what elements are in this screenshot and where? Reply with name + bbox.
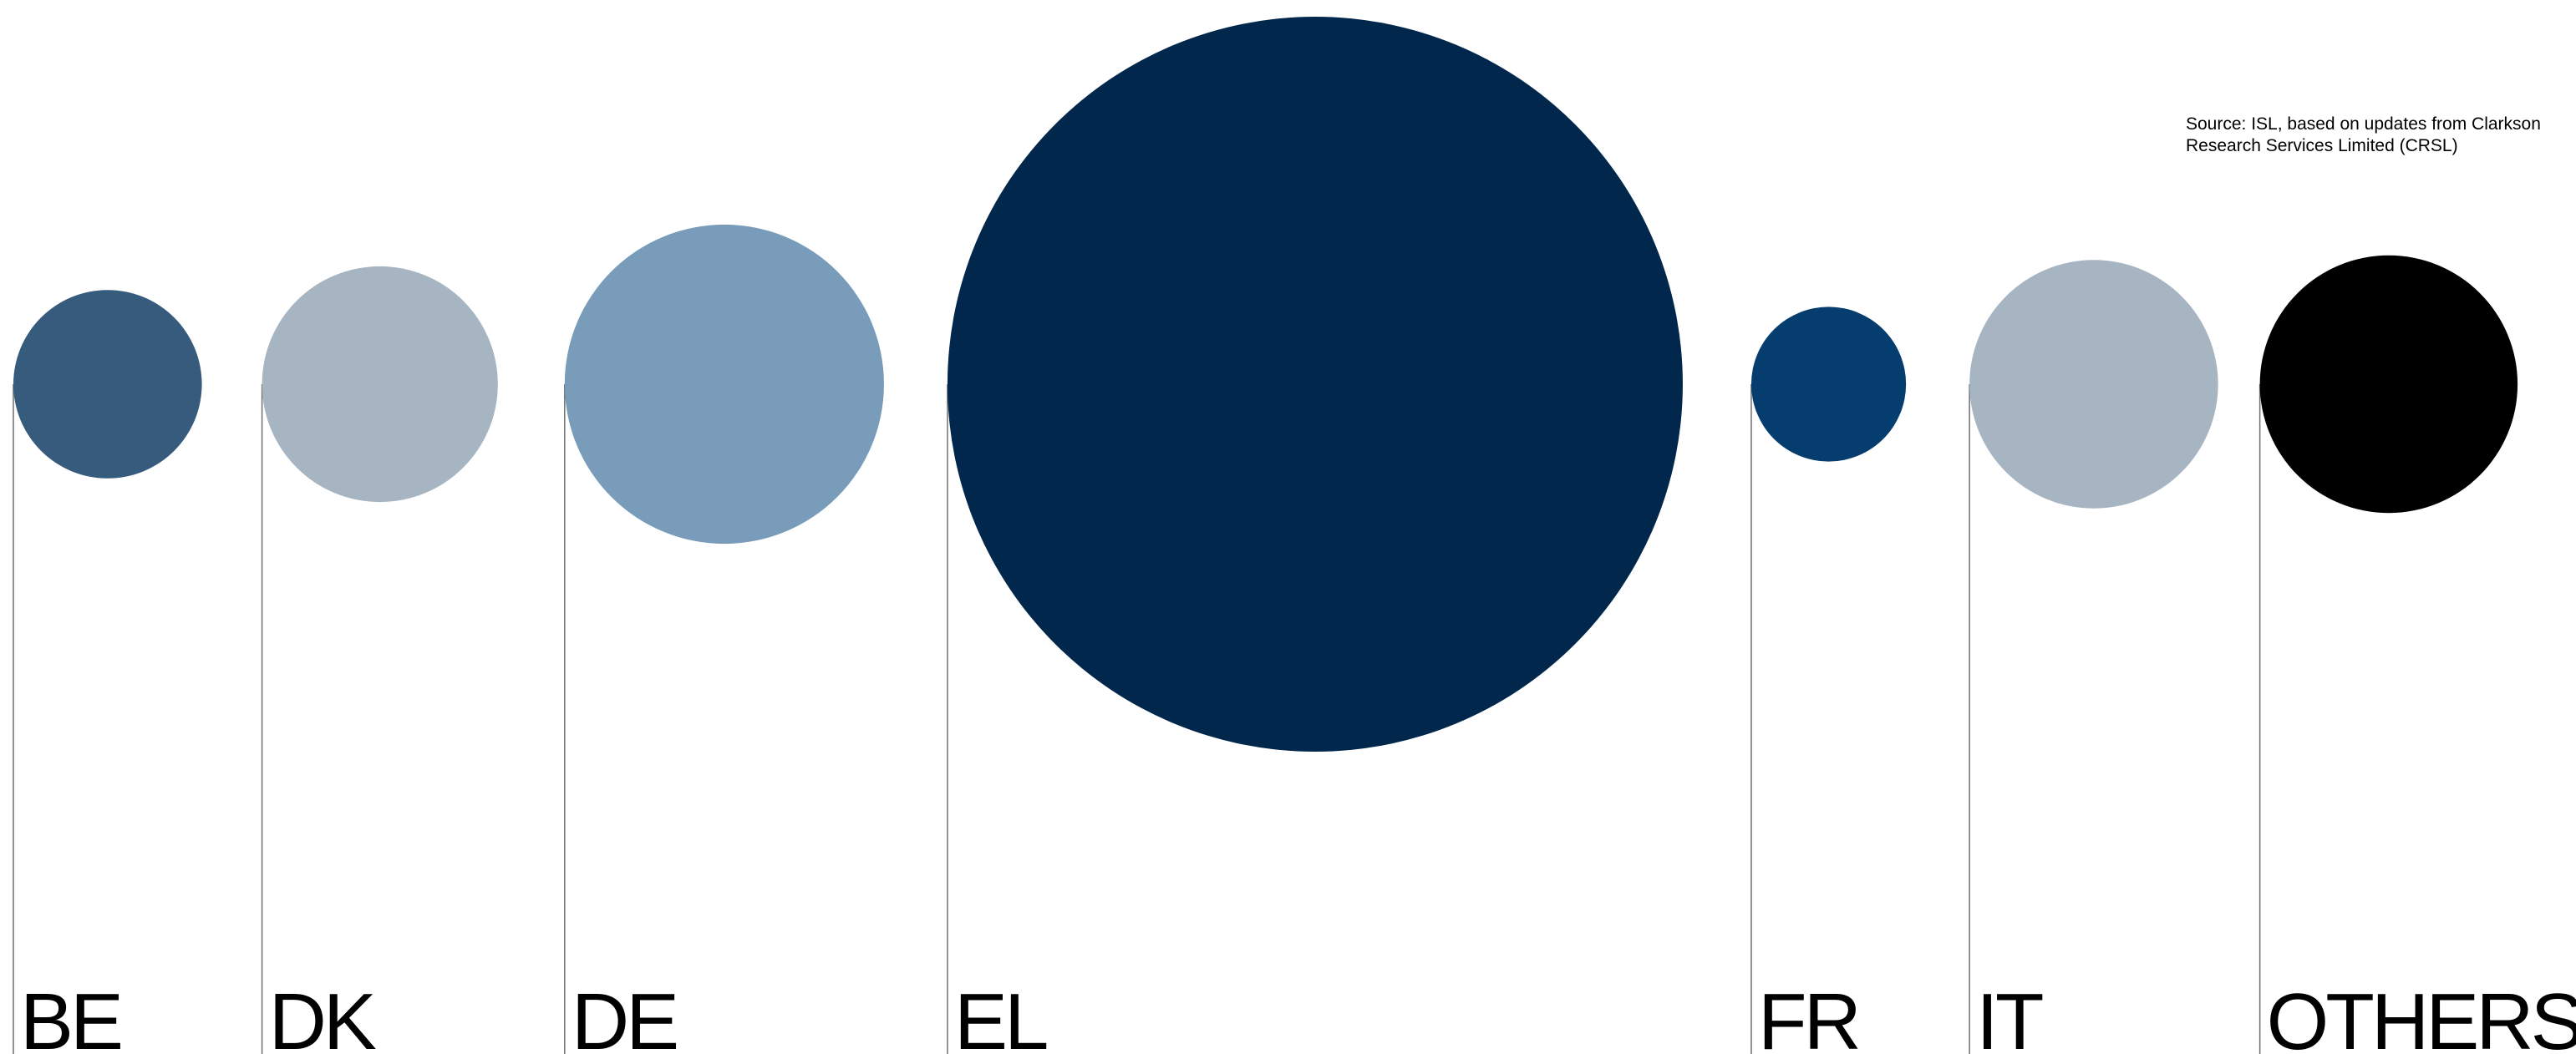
label-de: DE	[572, 977, 676, 1054]
label-others: OTHERS	[2267, 977, 2576, 1054]
label-el: EL	[954, 977, 1047, 1054]
source-note: Source: ISL, based on updates from Clark…	[2186, 114, 2541, 155]
label-it: IT	[1976, 977, 2043, 1054]
bubble-others	[2259, 255, 2518, 514]
leader-lines	[13, 384, 2261, 1054]
bubble-fr	[1750, 307, 1907, 462]
country-labels: BE DK DE EL FR IT OTHERS	[20, 977, 2576, 1054]
label-dk: DK	[269, 977, 376, 1054]
bubble-el	[947, 17, 1683, 752]
label-fr: FR	[1758, 977, 1858, 1054]
bubble-dk	[262, 266, 498, 503]
bubble-de	[564, 224, 884, 545]
bubbles	[13, 17, 2518, 752]
bubble-it	[1969, 260, 2218, 509]
bubble-be	[13, 290, 202, 479]
label-be: BE	[20, 977, 120, 1054]
